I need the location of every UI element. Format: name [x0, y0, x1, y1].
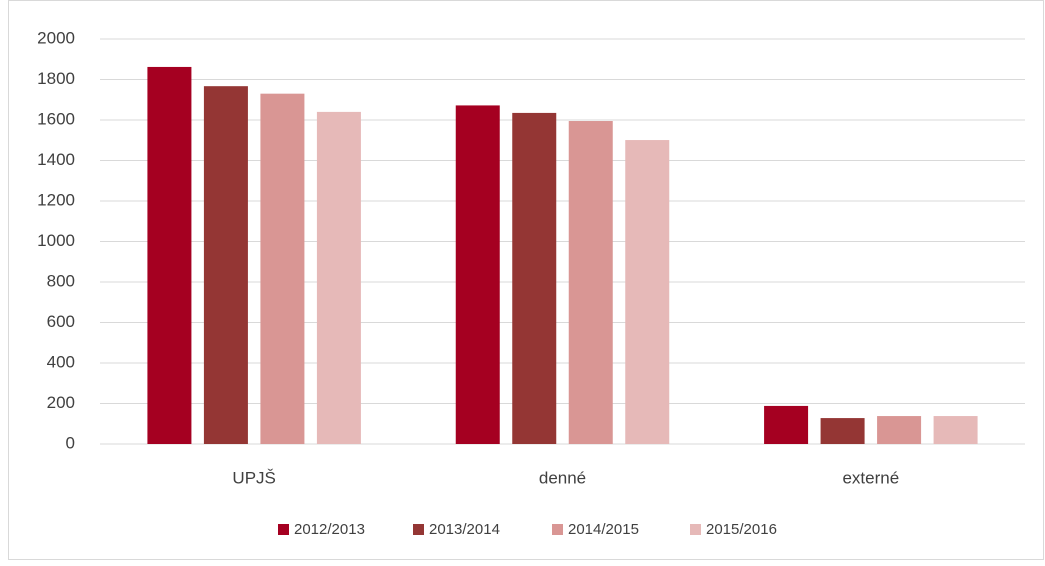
y-tick-label: 0	[66, 433, 75, 452]
bar	[147, 66, 192, 444]
y-tick-label: 600	[47, 312, 75, 331]
bar	[203, 86, 248, 445]
bar	[512, 112, 557, 444]
bar	[877, 416, 922, 444]
x-tick-label: denné	[539, 468, 586, 487]
legend-swatch	[690, 524, 701, 535]
y-tick-label: 800	[47, 271, 75, 290]
bar	[820, 418, 865, 444]
y-tick-label: 1000	[37, 231, 75, 250]
legend-label: 2014/2015	[568, 521, 639, 538]
bar	[933, 416, 978, 444]
bar	[568, 121, 613, 444]
y-tick-label: 1800	[37, 69, 75, 88]
legend-swatch	[278, 524, 289, 535]
x-tick-label: externé	[842, 468, 899, 487]
legend-label: 2012/2013	[294, 521, 365, 538]
bar	[764, 405, 809, 444]
legend-swatch	[552, 524, 563, 535]
legend-label: 2013/2014	[429, 521, 500, 538]
y-tick-label: 2000	[37, 28, 75, 47]
bar	[316, 111, 361, 445]
bar	[625, 140, 670, 445]
y-tick-label: 1600	[37, 109, 75, 128]
y-tick-label: 1400	[37, 150, 75, 169]
y-tick-label: 200	[47, 393, 75, 412]
bar	[260, 93, 305, 445]
x-tick-label: UPJŠ	[232, 468, 275, 487]
y-tick-label: 1200	[37, 190, 75, 209]
y-tick-label: 400	[47, 352, 75, 371]
bar	[455, 105, 500, 445]
legend-label: 2015/2016	[706, 521, 777, 538]
legend-swatch	[413, 524, 424, 535]
